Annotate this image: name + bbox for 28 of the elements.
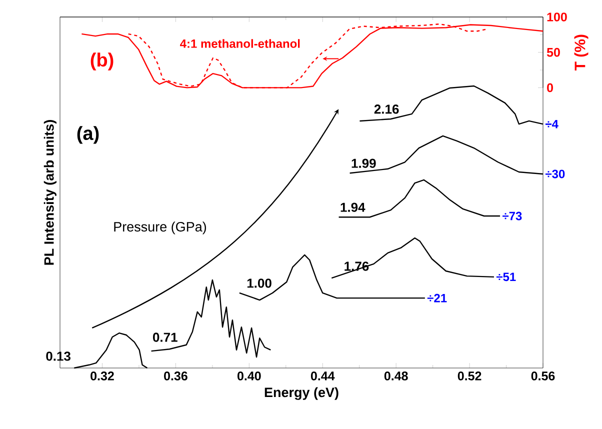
annotation: ÷51: [496, 272, 516, 282]
series-label: 4:1 methanol-ethanol: [180, 39, 300, 48]
annotation: (a): [77, 126, 99, 144]
annotation: ÷73: [502, 212, 522, 220]
x-tick-label: 0.48: [384, 372, 408, 380]
y-tick-label: 100: [547, 12, 567, 22]
series-label: 1.00: [247, 278, 272, 288]
series-label: 2.16: [374, 104, 399, 114]
x-tick-label: 0.40: [238, 372, 261, 380]
y-axis-title: T (%): [574, 34, 588, 71]
annotation: ÷4: [545, 120, 558, 128]
x-tick-label: 0.56: [531, 372, 555, 380]
series-label: 1.94: [340, 202, 366, 212]
annotation: (b): [90, 52, 114, 70]
annotation: Pressure (GPa): [114, 222, 206, 234]
y-tick-label: 50: [546, 48, 560, 57]
x-tick-label: 0.32: [90, 372, 114, 380]
x-tick-label: 0.36: [164, 372, 188, 380]
series-label: 0.71: [152, 332, 178, 342]
annotation: ÷21: [427, 294, 447, 302]
y-tick-label: 0: [547, 83, 553, 92]
x-axis-title: Energy (eV): [264, 387, 338, 400]
series-label: 1.99: [352, 158, 376, 168]
series-label: 0.13: [46, 352, 70, 361]
x-tick-label: 0.52: [458, 372, 482, 380]
x-tick-label: 0.44: [310, 372, 335, 380]
y-axis-title: PL Intensity (arb units): [44, 120, 56, 265]
annotation: ÷30: [545, 170, 565, 178]
